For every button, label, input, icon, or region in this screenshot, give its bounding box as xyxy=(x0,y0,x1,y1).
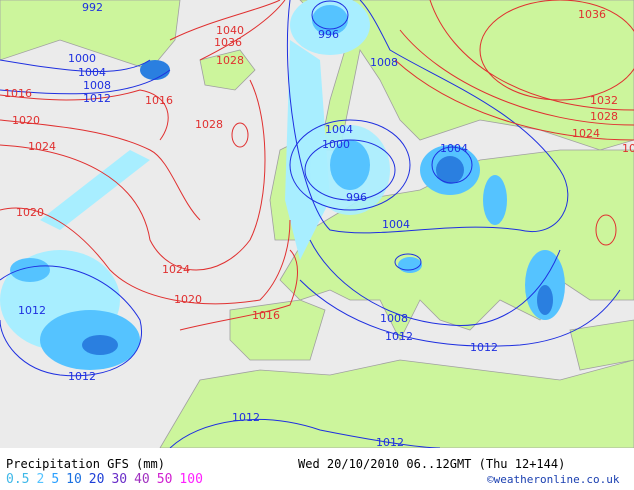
isobar-label: 1012 xyxy=(385,330,413,343)
isobar-label: 1012 xyxy=(376,436,404,448)
north-africa xyxy=(159,359,634,448)
precip-area xyxy=(398,257,422,273)
precip-area xyxy=(82,335,118,355)
isobar-label: 992 xyxy=(82,1,103,14)
isobar-label: 1028 xyxy=(216,54,244,67)
legend-value: 5 xyxy=(51,472,60,487)
greenland xyxy=(0,0,181,71)
isobar-label: 1008 xyxy=(370,56,398,69)
isobar-1036 xyxy=(169,0,281,41)
isobar-996 xyxy=(304,139,396,201)
forecast-datetime: Wed 20/10/2010 06..12GMT (Thu 12+144) xyxy=(298,457,566,471)
isobar-label: 1012 xyxy=(232,411,260,424)
map-footer: Precipitation GFS (mm) Wed 20/10/2010 06… xyxy=(0,448,634,490)
isobar-label: 1020 xyxy=(12,114,40,127)
isobar xyxy=(595,214,617,246)
precip-area xyxy=(537,285,553,315)
isobar-1016 xyxy=(0,89,169,141)
isobar-label: 1016 xyxy=(4,87,32,100)
isobar-label: 1040 xyxy=(216,24,244,37)
low-isobars xyxy=(0,0,621,448)
map-title: Precipitation GFS (mm) xyxy=(6,457,165,471)
isobar-1032 xyxy=(429,0,634,111)
isobar-label: 1020 xyxy=(16,206,44,219)
precip-area xyxy=(436,156,464,184)
legend-value: 30 xyxy=(111,472,128,487)
isobar-label: 1004 xyxy=(325,123,353,136)
legend-value: 0.5 xyxy=(6,472,30,487)
isobar-1016 xyxy=(179,249,298,331)
isobar-1028 xyxy=(399,29,634,126)
precipitation-map: 992 996 1000 1004 1008 1012 1008 1004 10… xyxy=(0,0,634,448)
legend-value: 10 xyxy=(66,472,82,487)
isobar-label: 1028 xyxy=(195,118,223,131)
isobar-label: 1012 xyxy=(68,370,96,383)
isobar-labels: 992 996 1000 1004 1008 1012 1008 1004 10… xyxy=(4,1,634,448)
isobar-1036 xyxy=(479,0,634,101)
isobar-label: 1024 xyxy=(162,263,190,276)
isobar-label: 10 xyxy=(622,142,634,155)
isobar xyxy=(394,253,422,271)
iceland xyxy=(199,49,256,91)
precipitation xyxy=(0,0,565,370)
legend-value: 50 xyxy=(156,472,173,487)
credit-link[interactable]: ©weatheronline.co.uk xyxy=(487,473,620,486)
isobar-label: 1008 xyxy=(83,79,111,92)
isobar-label: 1004 xyxy=(440,142,468,155)
isobar-1008 xyxy=(309,239,561,327)
isobar-1020 xyxy=(0,207,291,305)
precip-legend: 0.5 2 5 10 20 30 40 50 100 xyxy=(6,472,210,487)
isobar-label: 1012 xyxy=(83,92,111,105)
isobar-label: 1008 xyxy=(380,312,408,325)
isobar-label: 1000 xyxy=(322,138,350,151)
isobar-1028 xyxy=(199,0,286,61)
precip-band xyxy=(40,150,150,230)
isobar-label: 996 xyxy=(318,28,339,41)
precip-band xyxy=(285,40,330,260)
isobar-1020 xyxy=(0,119,201,221)
isobar-1024 xyxy=(394,59,634,141)
isobar-1028 xyxy=(231,122,249,148)
isobar-label: 1016 xyxy=(145,94,173,107)
isobar-label: 996 xyxy=(346,191,367,204)
legend-value: 20 xyxy=(88,472,105,487)
isobar-996 xyxy=(311,0,349,30)
isobar-1000 xyxy=(289,119,411,211)
iberia xyxy=(229,299,326,361)
isobar-1012 xyxy=(0,265,142,377)
legend-value: 2 xyxy=(36,472,45,487)
legend-value: 100 xyxy=(179,472,203,487)
isobar-label: 1032 xyxy=(590,94,618,107)
isobar-label: 1004 xyxy=(78,66,106,79)
middle-east xyxy=(569,319,634,371)
isobar-1012 xyxy=(299,279,621,347)
isobar-label: 1012 xyxy=(18,304,46,317)
isobar xyxy=(0,69,171,95)
isobar-label: 1000 xyxy=(68,52,96,65)
isobar-label: 1016 xyxy=(252,309,280,322)
isobar-label: 1036 xyxy=(578,8,606,21)
isobar-1004 xyxy=(431,146,473,184)
precip-area xyxy=(483,175,507,225)
isobar-1024 xyxy=(0,79,266,271)
isobar xyxy=(0,59,151,72)
precip-area xyxy=(10,258,50,282)
legend-value: 40 xyxy=(134,472,150,487)
high-isobars xyxy=(0,0,634,331)
isobar-label: 1004 xyxy=(382,218,410,231)
precip-area xyxy=(330,140,370,190)
isobar-1004 xyxy=(286,0,569,234)
isobar-1012 xyxy=(169,419,441,448)
isobar-label: 1024 xyxy=(572,127,600,140)
isobar-label: 1024 xyxy=(28,140,56,153)
isobar-label: 1028 xyxy=(590,110,618,123)
isobar-label: 1012 xyxy=(470,341,498,354)
isobar-label: 1036 xyxy=(214,36,242,49)
isobar-label: 1020 xyxy=(174,293,202,306)
